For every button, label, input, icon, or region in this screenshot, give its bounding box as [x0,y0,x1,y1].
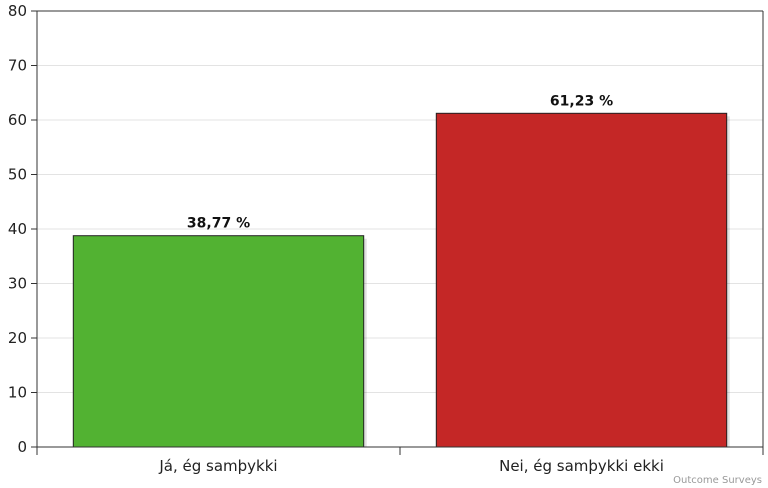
y-tick-label: 50 [8,166,27,184]
x-category-label: Já, ég samþykki [158,457,277,475]
x-category-label: Nei, ég samþykki ekki [499,457,664,475]
bar[interactable] [72,235,365,448]
y-tick-label: 60 [8,111,27,129]
credit-text: Outcome Surveys [673,475,762,486]
y-tick-label: 20 [8,329,27,347]
labels: 0 10 20 30 40 50 60 70 80 38,77 % Já, ég samþykki 6… [8,2,664,475]
bar[interactable] [435,112,728,448]
data-label: 38,77 % [187,216,250,232]
y-tick-label: 0 [17,438,27,456]
y-tick-label: 30 [8,275,27,293]
axes [31,10,764,455]
y-tick-label: 70 [8,57,27,75]
y-tick-label: 80 [8,2,27,20]
data-label: 61,23 % [550,93,613,109]
y-tick-label: 40 [8,220,27,238]
y-tick-label: 10 [8,384,27,402]
bars [72,112,730,448]
